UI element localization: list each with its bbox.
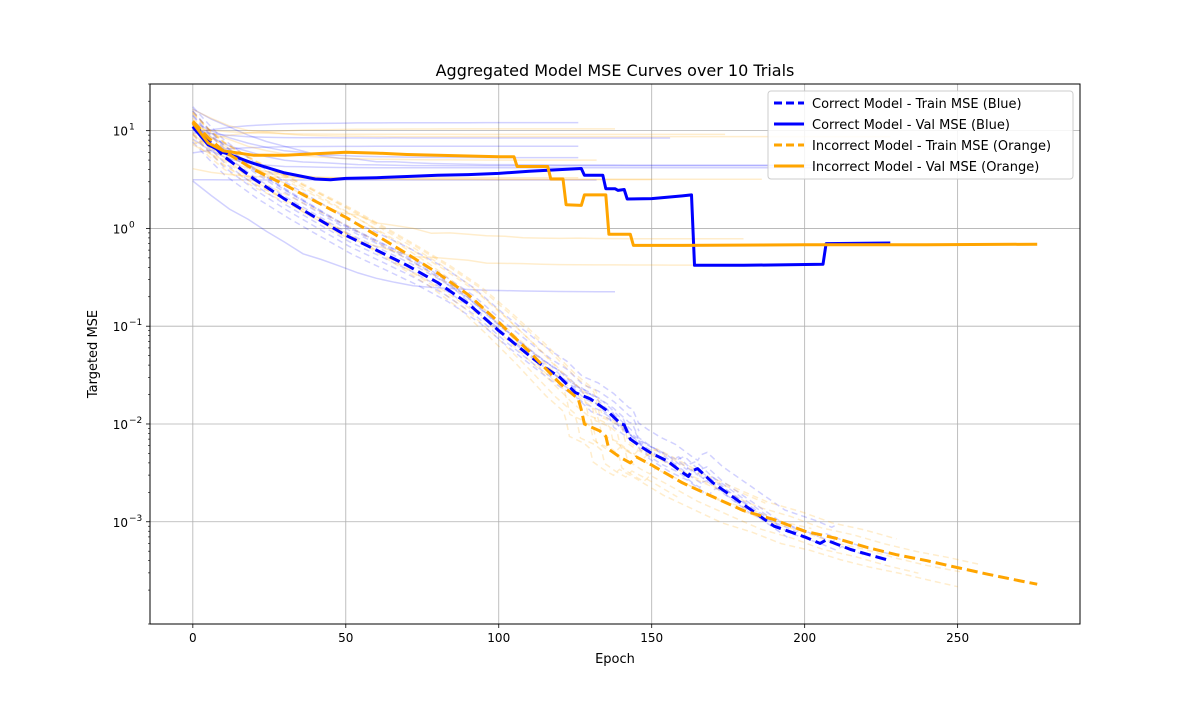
- x-axis-label: Epoch: [595, 652, 635, 667]
- y-tick-exponent: −2: [129, 416, 142, 426]
- legend-label: Correct Model - Val MSE (Blue): [812, 118, 1010, 133]
- y-tick-label: 10: [113, 320, 128, 334]
- x-tick-label: 200: [793, 631, 816, 645]
- y-tick-exponent: −1: [129, 318, 142, 328]
- x-tick-label: 100: [487, 631, 510, 645]
- x-tick-label: 0: [189, 631, 197, 645]
- y-axis-label: Targeted MSE: [86, 310, 101, 399]
- y-tick-exponent: −3: [129, 514, 142, 524]
- legend-label: Incorrect Model - Val MSE (Orange): [812, 160, 1039, 175]
- y-tick-label: 10: [113, 418, 128, 432]
- legend-label: Incorrect Model - Train MSE (Orange): [812, 139, 1051, 154]
- x-tick-label: 50: [338, 631, 353, 645]
- x-tick-label: 250: [946, 631, 969, 645]
- y-tick-label: 10: [113, 222, 128, 236]
- chart-title: Aggregated Model MSE Curves over 10 Tria…: [436, 61, 795, 80]
- legend-label: Correct Model - Train MSE (Blue): [812, 97, 1022, 112]
- y-tick-label: 10: [113, 125, 128, 139]
- y-tick-exponent: 0: [129, 220, 135, 230]
- x-tick-label: 150: [640, 631, 663, 645]
- y-tick-exponent: 1: [129, 123, 135, 133]
- legend: Correct Model - Train MSE (Blue) Correct …: [768, 91, 1073, 179]
- y-tick-label: 10: [113, 516, 128, 530]
